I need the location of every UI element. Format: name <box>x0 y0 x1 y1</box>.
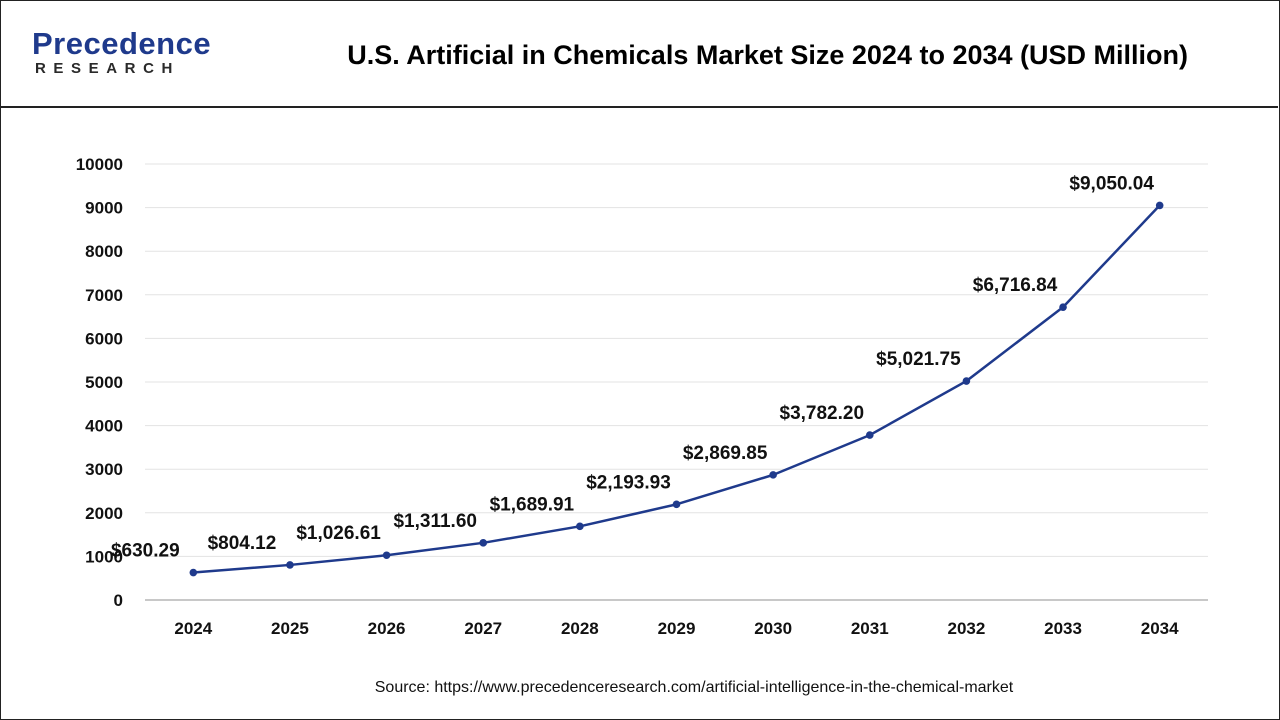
gridlines <box>145 163 1208 557</box>
data-label: $1,026.61 <box>296 523 381 544</box>
y-tick-label: 3000 <box>85 460 123 479</box>
data-label: $2,869.85 <box>683 443 768 464</box>
data-point <box>1155 201 1164 210</box>
y-tick-label: 4000 <box>85 417 123 436</box>
x-tick-label: 2032 <box>947 619 985 638</box>
y-tick-label: 0 <box>114 591 123 610</box>
source-note: Source: https://www.precedenceresearch.c… <box>374 679 1014 696</box>
x-tick-label: 2034 <box>1141 619 1179 638</box>
data-label: $1,311.60 <box>393 511 476 532</box>
x-tick-label: 2025 <box>271 619 309 638</box>
x-tick-label: 2024 <box>174 619 212 638</box>
x-tick-label: 2033 <box>1044 619 1082 638</box>
data-point <box>189 568 198 577</box>
series-line <box>193 204 1161 574</box>
data-labels: $630.29 $804.12 $1,026.61 $1,311.60 $1,689.9… <box>111 173 1154 561</box>
brand-subname: RESEARCH <box>35 60 180 77</box>
data-point <box>672 500 681 509</box>
y-tick-labels: 0 1000 2000 3000 4000 5000 6000 7000 8000 9000 100… <box>76 155 123 610</box>
x-tick-label: 2029 <box>658 619 696 638</box>
x-tick-label: 2030 <box>754 619 792 638</box>
data-label: $2,193.93 <box>586 472 671 493</box>
data-point <box>286 561 294 569</box>
data-label: $804.12 <box>208 533 277 554</box>
series <box>189 201 1164 577</box>
data-point <box>382 551 391 560</box>
x-tick-label: 2028 <box>561 619 599 638</box>
data-label: $3,782.20 <box>780 403 865 424</box>
chart-title: U.S. Artificial in Chemicals Market Size… <box>347 40 1188 70</box>
header-bar: Precedence RESEARCH U.S. Artificial in C… <box>0 0 1278 108</box>
y-tick-label: 5000 <box>85 373 123 392</box>
y-tick-label: 10000 <box>76 155 123 174</box>
data-label: $630.29 <box>111 541 180 562</box>
brand-name: Precedence <box>32 26 212 61</box>
x-tick-labels: 2024 2025 2026 2027 2028 2029 2030 2031 2032 2033… <box>174 619 1179 638</box>
y-tick-label: 8000 <box>85 242 123 261</box>
y-tick-label: 7000 <box>85 286 123 305</box>
x-tick-label: 2031 <box>851 619 889 638</box>
y-tick-label: 6000 <box>85 329 123 348</box>
data-label: $9,050.04 <box>1069 173 1154 194</box>
brand-logo: Precedence RESEARCH <box>32 26 232 82</box>
data-point <box>962 377 971 385</box>
data-point <box>479 539 488 547</box>
data-label: $6,716.84 <box>973 275 1058 296</box>
data-point <box>1059 303 1067 311</box>
y-tick-label: 2000 <box>85 504 123 523</box>
x-tick-label: 2027 <box>464 619 502 638</box>
y-tick-label: 9000 <box>85 199 123 218</box>
data-label: $5,021.75 <box>876 349 961 370</box>
y-tick-label: 1000 <box>85 547 123 566</box>
data-point <box>865 431 874 439</box>
data-point <box>576 522 584 531</box>
data-point <box>769 471 777 479</box>
x-tick-label: 2026 <box>368 619 406 638</box>
data-label: $1,689.91 <box>490 494 575 515</box>
